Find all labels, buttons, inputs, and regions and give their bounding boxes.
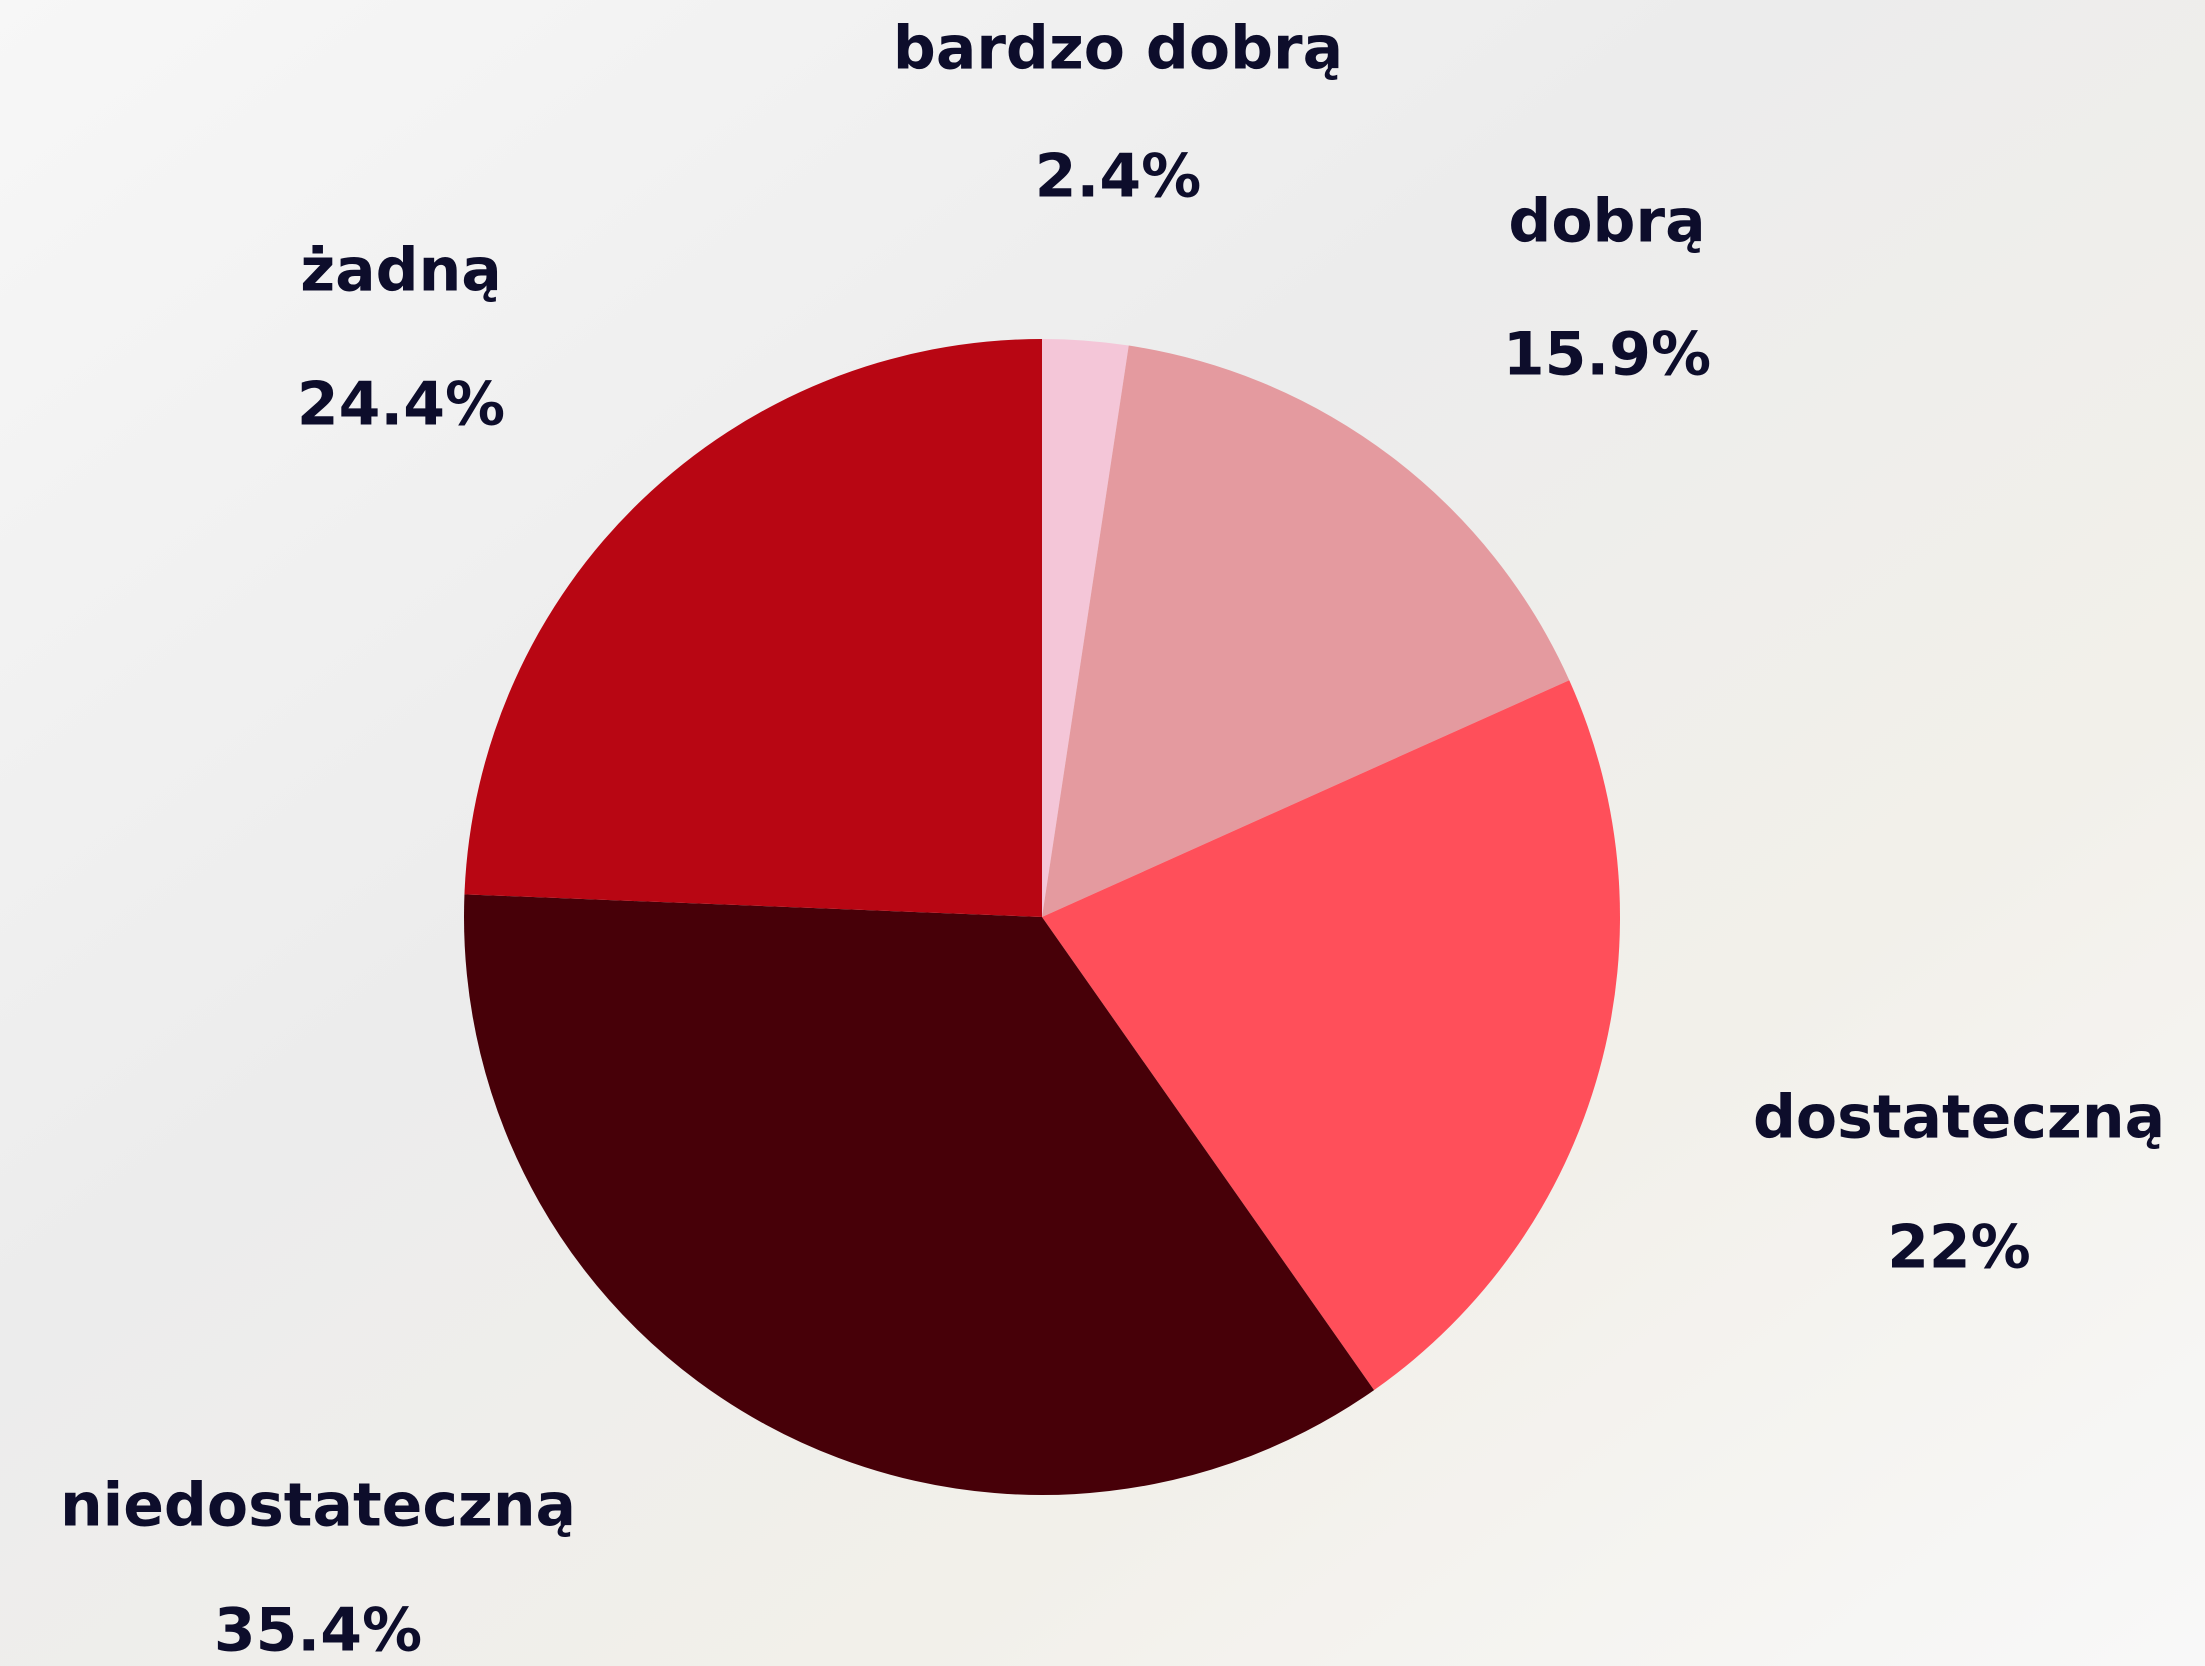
value-label: 24.4%: [297, 370, 505, 440]
chart: bardzo dobrą 2.4% dobrą 15.9% dostateczną 22%…: [0, 0, 2205, 1666]
value-label: 22%: [1887, 1213, 2031, 1283]
value-label: 15.9%: [1503, 320, 1711, 390]
slice-label: dobrą: [1508, 187, 1705, 257]
slice-label: dostateczną: [1753, 1083, 2165, 1153]
slice-label: żadną: [300, 236, 502, 306]
slice-label: bardzo dobrą: [893, 14, 1343, 84]
value-label: 35.4%: [214, 1596, 422, 1666]
slice-label: niedostateczną: [60, 1471, 576, 1541]
value-label: 2.4%: [1035, 142, 1201, 212]
